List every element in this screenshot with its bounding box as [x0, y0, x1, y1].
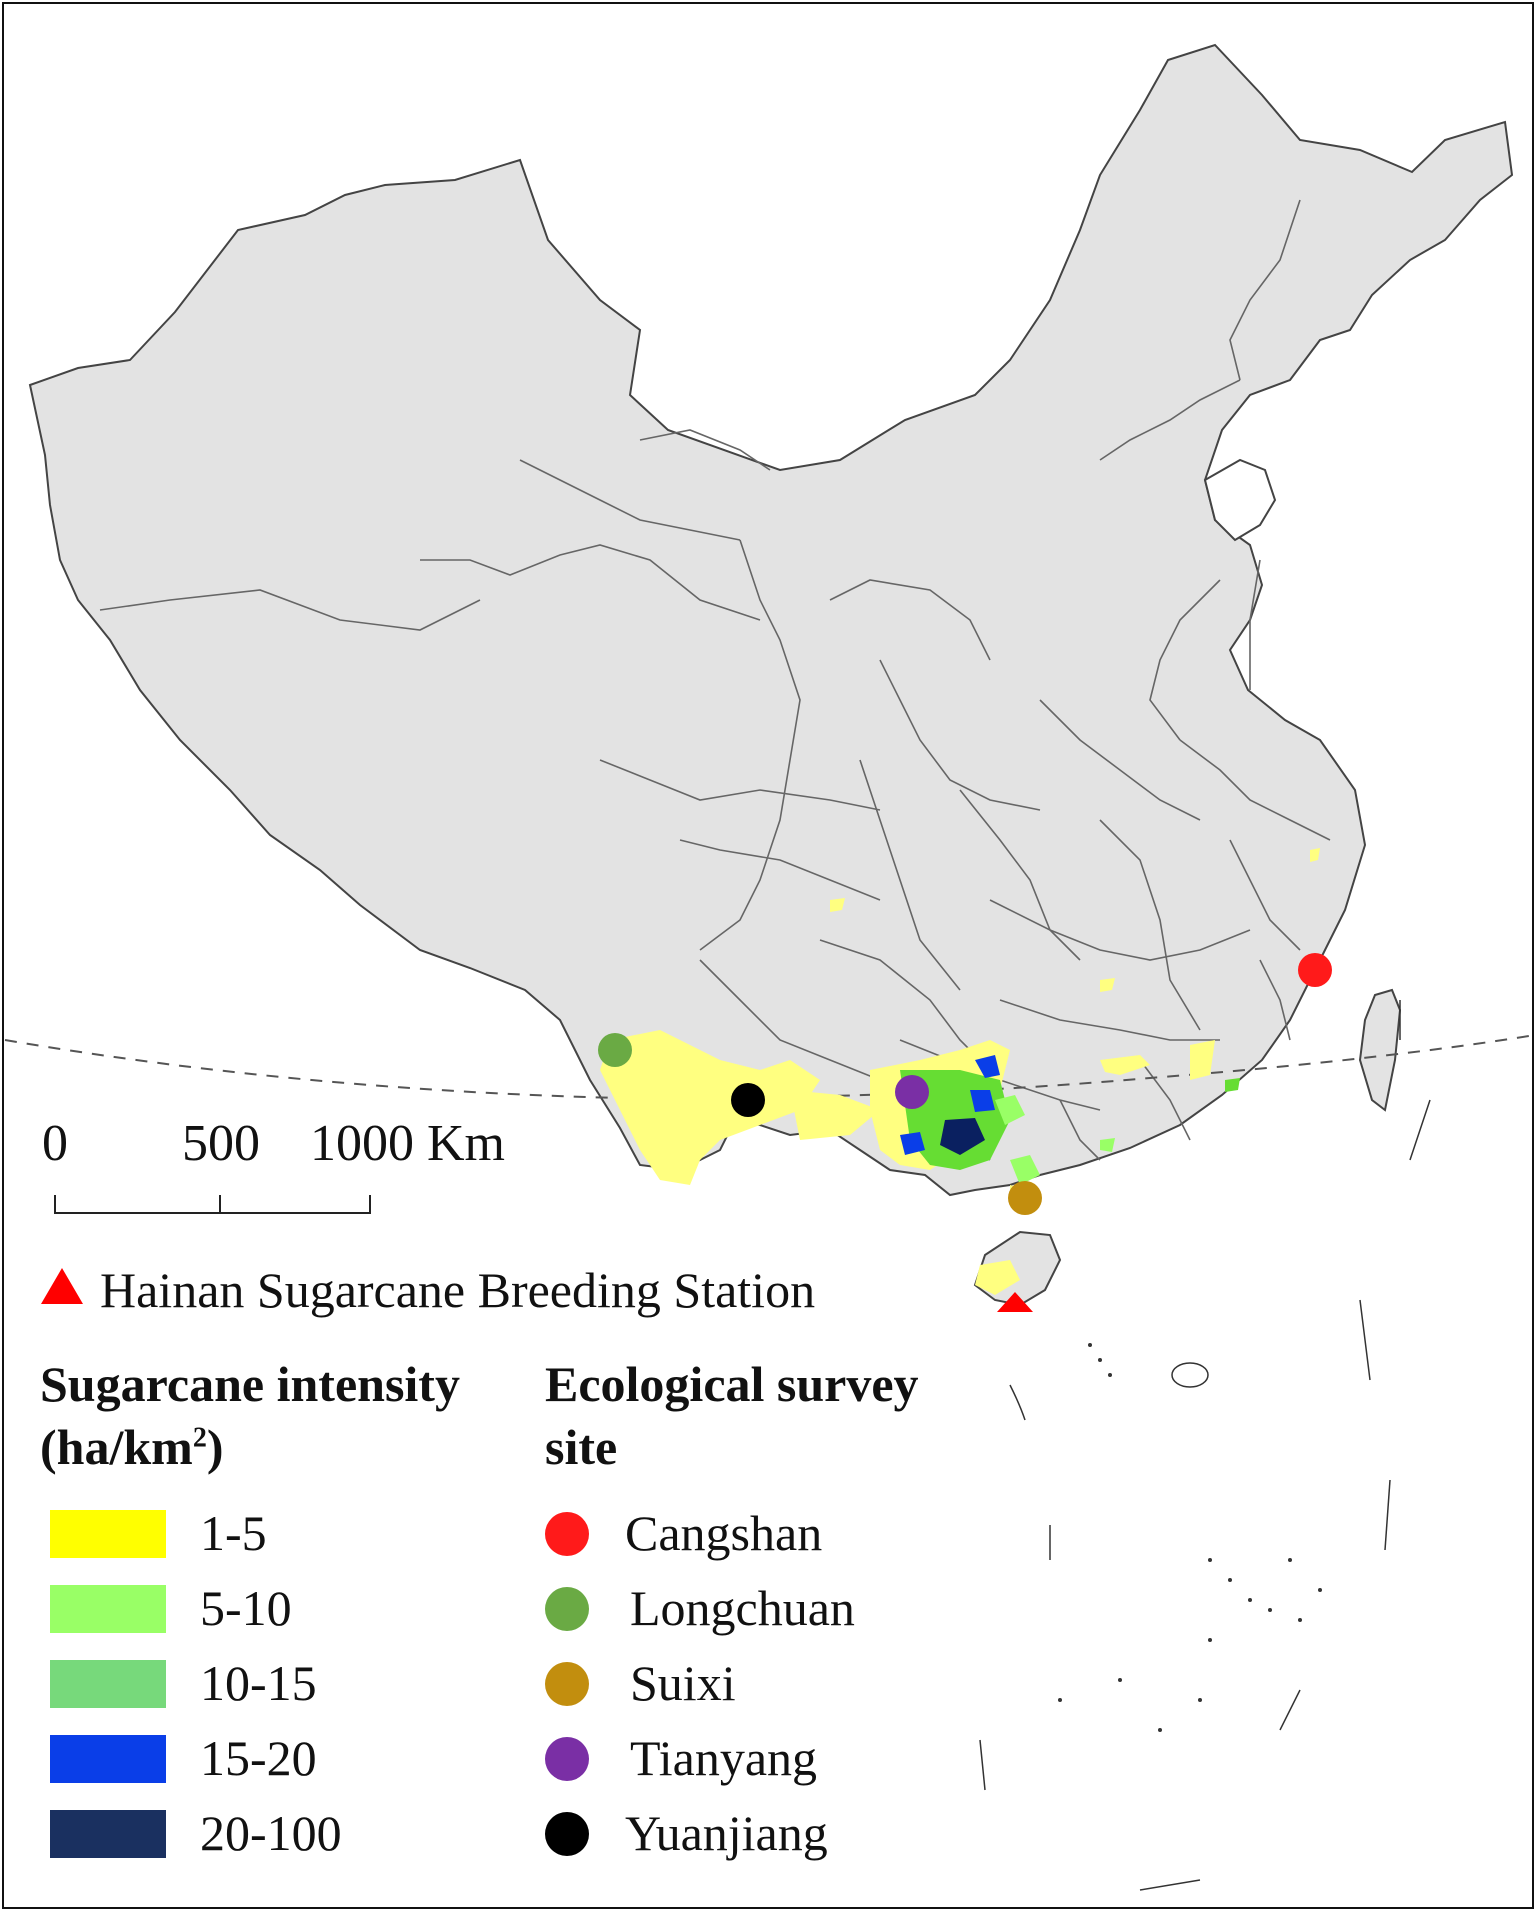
site-legend-dot-suixi: [545, 1662, 589, 1706]
tropic-of-cancer: [4, 1034, 1536, 1100]
site-marker-suixi: [1008, 1181, 1042, 1215]
site-label-yuanjiang: Yuanjiang: [625, 1805, 828, 1861]
province-borders: [99, 199, 1331, 1161]
station-legend-label: Hainan Sugarcane Breeding Station: [100, 1262, 816, 1318]
site-legend-dot-longchuan: [545, 1587, 589, 1631]
intensity-swatch-15-20: [50, 1735, 166, 1783]
site-label-cangshan: Cangshan: [625, 1505, 823, 1561]
bohai-sea: [1203, 458, 1277, 542]
intensity-label-20-100: 20-100: [200, 1805, 342, 1861]
site-legend-title: Ecological survey site: [545, 1356, 919, 1475]
scale-tick-500: 500: [182, 1115, 260, 1172]
intensity-swatch-20-100: [50, 1810, 166, 1858]
station-marker-hainan: [997, 1292, 1033, 1312]
intensity-swatch-5-10: [50, 1585, 166, 1633]
station-legend-icon: [41, 1268, 83, 1304]
intensity-swatch-10-15: [50, 1660, 166, 1708]
site-marker-longchuan: [598, 1033, 632, 1067]
intensity-swatch-1-5: [50, 1510, 166, 1558]
site-label-tianyang: Tianyang: [630, 1730, 818, 1786]
site-marker-yuanjiang: [731, 1083, 765, 1117]
scale-tick-0: 0: [42, 1115, 68, 1172]
site-label-suixi: Suixi: [630, 1655, 736, 1711]
site-legend-dot-yuanjiang: [545, 1812, 589, 1856]
small-islands: [1058, 1343, 1322, 1732]
intensity-label-15-20: 15-20: [200, 1730, 317, 1786]
scale-bar-line: [54, 1195, 371, 1214]
mainland-outline: [28, 43, 1514, 1197]
site-label-longchuan: Longchuan: [630, 1580, 855, 1636]
south-sea-islands: [979, 1000, 1431, 1891]
intensity-legend-title: Sugarcane intensity (ha/km2): [40, 1356, 460, 1475]
taiwan-island: [1358, 988, 1402, 1112]
site-marker-cangshan: [1298, 953, 1332, 987]
site-legend-dot-cangshan: [545, 1512, 589, 1556]
intensity-label-5-10: 5-10: [200, 1580, 292, 1636]
site-marker-tianyang: [895, 1075, 929, 1109]
sugarcane-areas: [600, 848, 1320, 1295]
intensity-label-10-15: 10-15: [200, 1655, 317, 1711]
site-legend-dot-tianyang: [545, 1737, 589, 1781]
scale-tick-1000: 1000 Km: [310, 1115, 505, 1172]
intensity-label-1-5: 1-5: [200, 1505, 267, 1561]
